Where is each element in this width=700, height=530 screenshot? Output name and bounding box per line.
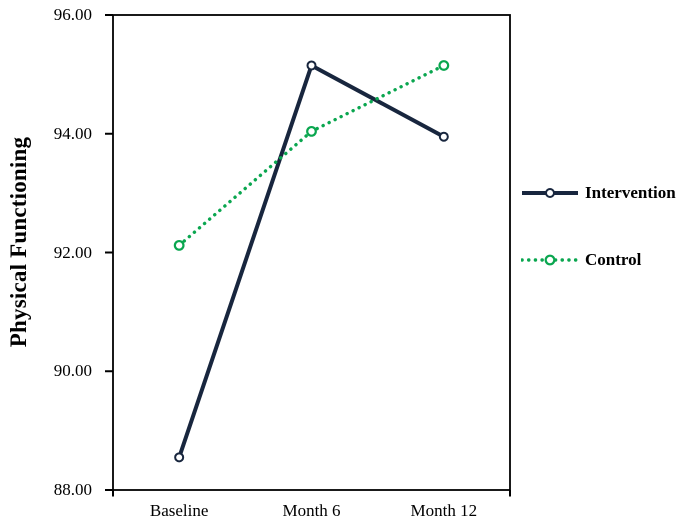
y-tick-label: 92.00: [53, 242, 92, 262]
series-line-control: [177, 63, 446, 248]
legend-label: Control: [585, 250, 642, 269]
legend-marker: [545, 188, 555, 198]
series-line-intervention: [177, 62, 445, 458]
legend-label: Intervention: [585, 183, 676, 202]
legend-line-sample: [522, 188, 578, 198]
y-tick-label: 90.00: [53, 361, 92, 381]
legend-item-control: Control: [521, 249, 641, 271]
y-tick-label: 94.00: [53, 123, 92, 143]
data-point-marker-control: [173, 239, 185, 251]
x-tick-label: Month 12: [410, 501, 478, 520]
x-tick-label: Baseline: [149, 501, 209, 520]
y-tick-label: 88.00: [53, 480, 92, 499]
legend-item-intervention: Intervention: [521, 182, 676, 204]
data-point-marker-intervention: [438, 131, 449, 142]
data-point-marker-control: [438, 60, 450, 71]
data-point-marker-control: [306, 125, 317, 137]
data-point-marker-intervention: [174, 452, 185, 463]
y-tick-label: 96.00: [53, 5, 92, 24]
legend-marker: [544, 254, 556, 266]
legend-line-sample: [521, 254, 579, 266]
plot-border: [112, 14, 511, 491]
x-tick-label: Month 6: [282, 501, 341, 520]
data-point-marker-intervention: [306, 60, 317, 71]
